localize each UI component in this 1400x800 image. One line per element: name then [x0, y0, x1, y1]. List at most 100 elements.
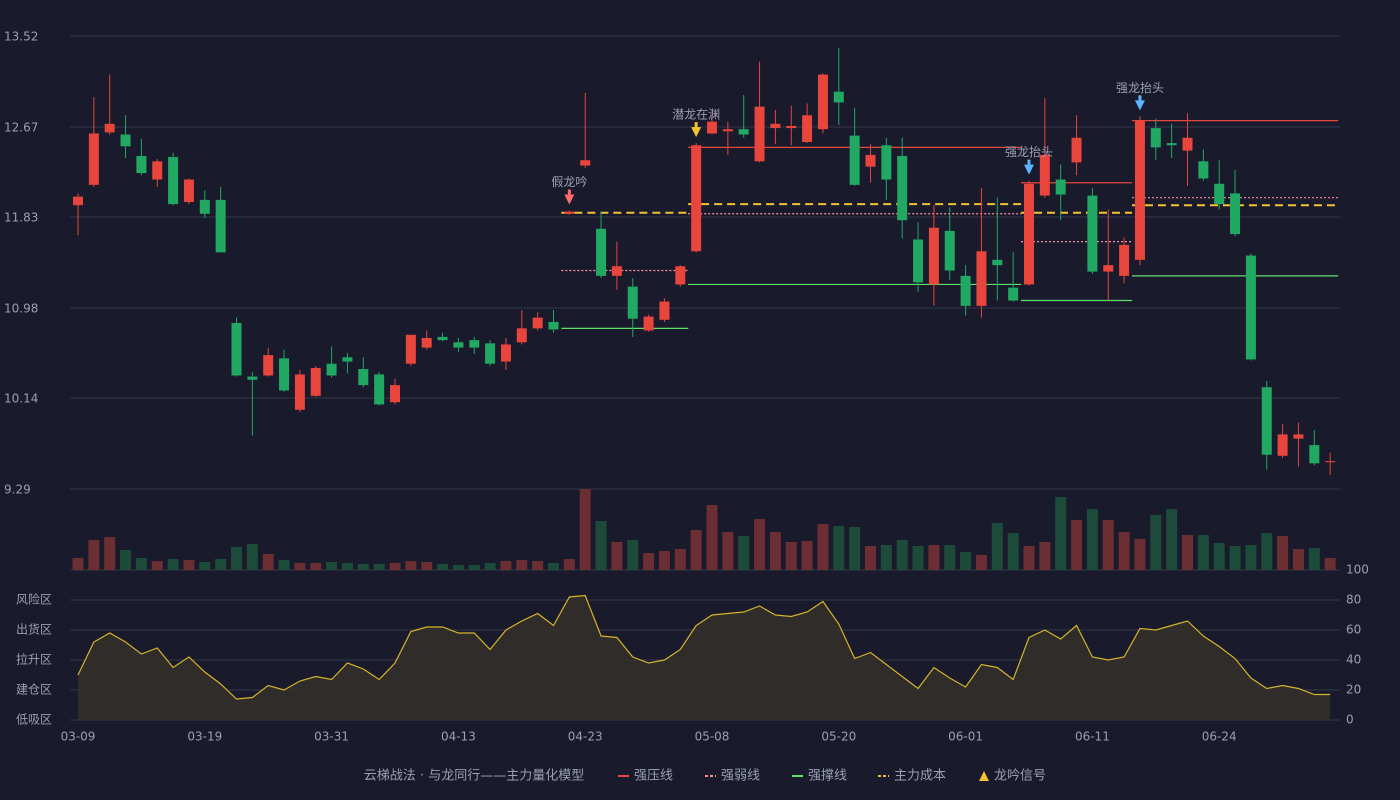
y-tick-label: 12.67 — [4, 121, 38, 135]
signal-stem — [1027, 159, 1031, 166]
legend-label: 强弱线 — [721, 769, 760, 784]
volume-bar — [833, 526, 845, 570]
volume-bar — [1086, 509, 1098, 570]
volume-bar — [341, 563, 353, 570]
candle-body — [865, 154, 876, 167]
volume-bar — [1150, 515, 1162, 570]
volume-bar — [769, 532, 781, 570]
volume-bar — [1182, 535, 1193, 570]
volume-bar — [785, 542, 797, 570]
candle-body — [500, 344, 511, 362]
candle-body — [707, 121, 717, 134]
volume-bar — [437, 564, 449, 570]
candle-body — [1039, 154, 1050, 196]
candle-body — [485, 343, 496, 364]
candle-body — [1293, 434, 1304, 439]
candle-body — [421, 338, 432, 348]
volume-bar — [849, 527, 861, 570]
volume-bar — [611, 542, 623, 570]
volume-bar — [135, 558, 147, 570]
volume-bar — [975, 555, 987, 570]
volume-bar — [896, 540, 908, 570]
volume-bar — [643, 553, 655, 570]
volume-bar — [674, 549, 686, 570]
volume-bar — [310, 563, 322, 570]
y2-tick-label: 0 — [1346, 713, 1354, 727]
volume-bar — [167, 559, 179, 570]
zone-label: 拉升区 — [16, 652, 52, 667]
candle-body — [611, 266, 622, 276]
candle-body — [913, 239, 924, 283]
candle-body — [675, 266, 686, 285]
candle-body — [833, 91, 844, 103]
candle-body — [1119, 244, 1130, 276]
y2-tick-label: 100 — [1346, 563, 1369, 577]
volume-bar — [658, 551, 670, 570]
y2-tick-label: 60 — [1346, 623, 1361, 637]
x-tick-label: 04-13 — [441, 730, 476, 744]
candle-body — [1277, 434, 1288, 456]
volume-bar — [421, 562, 433, 570]
y-tick-label: 10.14 — [4, 391, 38, 405]
candle-body — [1325, 461, 1336, 463]
volume-bar — [1229, 546, 1241, 570]
candle-body — [1055, 179, 1066, 195]
volume-bar — [579, 489, 591, 570]
candle-body — [152, 161, 163, 180]
signal-arrow — [564, 194, 575, 205]
volume-bar — [690, 530, 702, 570]
volume-bar — [1102, 520, 1114, 570]
candle-body — [342, 357, 353, 362]
volume-bar — [1308, 548, 1320, 570]
legend-label: 强压线 — [634, 769, 673, 784]
signal-label: 强龙抬头 — [1116, 81, 1164, 95]
x-tick-label: 05-20 — [821, 730, 856, 744]
signal-stem — [694, 122, 698, 129]
x-tick-label: 05-08 — [695, 730, 730, 744]
volume-bar — [1213, 543, 1225, 570]
volume-bar — [754, 519, 766, 570]
signal-label: 潜龙在渊 — [672, 108, 720, 122]
volume-bar — [231, 547, 242, 570]
candle-body — [976, 251, 987, 306]
candle-body — [183, 179, 194, 202]
candle-body — [310, 367, 321, 396]
candle-body — [960, 275, 971, 306]
volume-bar — [1245, 545, 1257, 570]
y2-tick-label: 40 — [1346, 653, 1361, 667]
y-tick-label: 10.98 — [4, 302, 38, 316]
candle-body — [120, 134, 131, 147]
candle-body — [104, 123, 115, 133]
candle-body — [1261, 387, 1272, 455]
x-tick-label: 03-19 — [187, 730, 222, 744]
candle-body — [1024, 183, 1034, 285]
volume-bar — [563, 559, 575, 570]
volume-bar — [1197, 535, 1209, 570]
volume-bar — [246, 544, 258, 570]
candle-body — [1166, 143, 1177, 146]
zone-label: 建仓区 — [16, 683, 52, 697]
volume-bar — [944, 545, 956, 570]
candle-body — [136, 155, 147, 174]
candle-body — [358, 369, 369, 386]
legend-label: 主力成本 — [894, 769, 946, 784]
candle-body — [1309, 445, 1320, 464]
volume-bar — [262, 554, 274, 570]
candle-body — [849, 135, 860, 185]
volume-bar — [468, 565, 480, 570]
candle-body — [627, 286, 638, 319]
signal-arrow — [1134, 100, 1145, 111]
volume-bar — [199, 562, 211, 570]
volume-bar — [548, 563, 559, 570]
candle-body — [580, 160, 591, 166]
candle-body — [1103, 265, 1114, 272]
volume-bar — [532, 561, 544, 570]
volume-bar — [357, 564, 369, 570]
candle-body — [722, 129, 733, 132]
volume-bar — [801, 541, 813, 570]
signal-label: 假龙吟 — [551, 174, 587, 189]
indicator-line — [77, 594, 1331, 700]
volume-bar — [706, 505, 718, 570]
candle-body — [73, 196, 83, 206]
candle-body — [548, 321, 559, 330]
